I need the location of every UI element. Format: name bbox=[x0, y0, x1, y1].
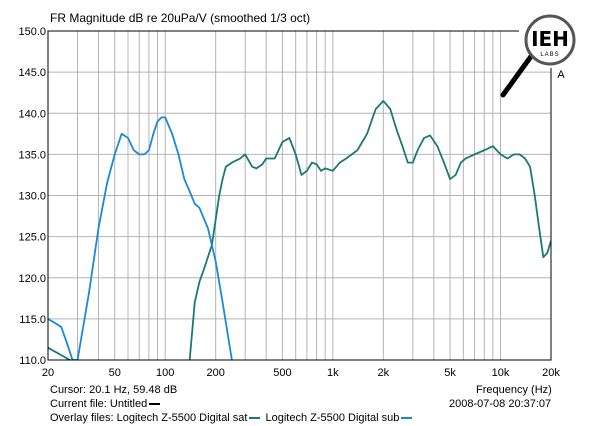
x-tick-label: 50 bbox=[109, 367, 121, 379]
series-group bbox=[48, 100, 551, 360]
y-tick-label: 150.0 bbox=[18, 26, 46, 38]
y-axis-ticks: 110.0 115.0 120.0 125.0 130.0 135.0 140.0 145.0… bbox=[18, 26, 46, 367]
x-tick-label: 2k bbox=[378, 367, 390, 379]
y-tick-label: 120.0 bbox=[18, 273, 46, 285]
logo-text: IEH bbox=[531, 27, 569, 51]
timestamp: 2008-07-08 20:37:07 bbox=[449, 398, 552, 410]
plot-frame bbox=[47, 30, 552, 361]
overlay-files: Overlay files: Logitech Z-5500 Digital s… bbox=[50, 411, 417, 425]
x-tick-label: 100 bbox=[156, 367, 174, 379]
current-file-swatch bbox=[149, 403, 161, 406]
x-tick-label: 20 bbox=[42, 367, 54, 379]
grid bbox=[47, 30, 552, 361]
current-file: Current file: Untitled bbox=[50, 397, 165, 411]
x-tick-label: 1k bbox=[327, 367, 339, 379]
y-tick-label: 115.0 bbox=[19, 314, 46, 326]
channel-label: A bbox=[557, 69, 565, 81]
overlay-first-label: Overlay files: Logitech Z-5500 Digital s… bbox=[50, 412, 248, 424]
logo-subtext: LABS bbox=[540, 52, 559, 58]
y-tick-label: 130.0 bbox=[18, 191, 46, 203]
y-tick-label: 140.0 bbox=[18, 108, 46, 120]
y-tick-label: 125.0 bbox=[18, 232, 46, 244]
chart-title: FR Magnitude dB re 20uPa/V (smoothed 1/3… bbox=[50, 11, 310, 25]
cursor-readout: Cursor: 20.1 Hz, 59.48 dB bbox=[50, 384, 178, 396]
series-line-sat bbox=[48, 100, 551, 360]
current-file-text: Current file: Untitled bbox=[50, 398, 148, 410]
x-tick-label: 500 bbox=[273, 367, 291, 379]
y-tick-label: 135.0 bbox=[18, 149, 46, 161]
sub-swatch bbox=[401, 417, 413, 420]
y-tick-label: 145.0 bbox=[18, 67, 46, 79]
sat-swatch bbox=[249, 417, 261, 420]
overlay-second-label: Logitech Z-5500 Digital sub bbox=[265, 412, 400, 424]
magnifier-handle bbox=[500, 52, 535, 98]
magnifier-icon bbox=[524, 14, 576, 66]
x-tick-label: 5k bbox=[444, 367, 456, 379]
logo: IEH LABS A bbox=[500, 8, 579, 98]
x-tick-label: 20k bbox=[542, 367, 560, 379]
x-axis-label: Frequency (Hz) bbox=[476, 384, 552, 396]
series-line-sub bbox=[48, 116, 233, 360]
x-axis-ticks: 20 50 100 200 500 1k 2k 5k 10k 20k bbox=[42, 367, 560, 379]
x-tick-label: 10k bbox=[492, 367, 510, 379]
y-tick-label: 110.0 bbox=[19, 355, 46, 367]
x-tick-label: 200 bbox=[206, 367, 224, 379]
